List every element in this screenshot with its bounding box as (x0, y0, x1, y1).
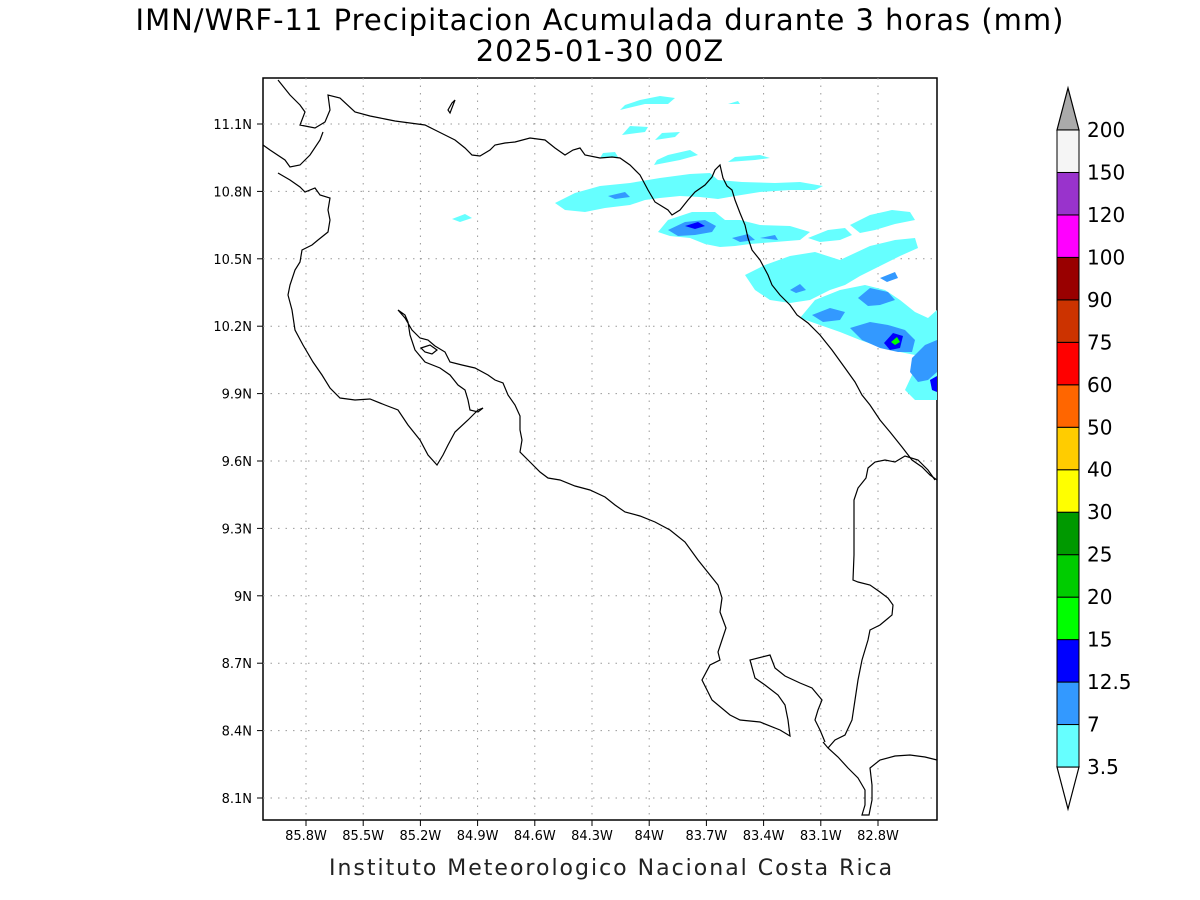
lon-tick-label: 84.9W (457, 829, 499, 844)
colorbar-over-triangle (1056, 85, 1080, 131)
colorbar-under-triangle (1056, 766, 1080, 812)
colorbar-label: 120 (1087, 203, 1125, 227)
lon-tick-label: 85.2W (399, 829, 441, 844)
colorbar-label: 3.5 (1087, 755, 1119, 779)
lon-tick-label: 83.4W (743, 829, 785, 844)
lon-tick-label: 83.1W (800, 829, 842, 844)
colorbar-label: 25 (1087, 543, 1112, 567)
lat-tick-label: 10.5N (213, 253, 252, 268)
lon-tick-label: 85.5W (342, 829, 384, 844)
map-title: IMN/WRF-11 Precipitacion Acumulada duran… (135, 3, 1065, 37)
colorbar-swatch (1056, 171, 1080, 216)
colorbar-label: 12.5 (1087, 670, 1132, 694)
colorbar-swatch (1056, 511, 1080, 556)
colorbar-label: 100 (1087, 245, 1125, 269)
colorbar-swatch (1056, 256, 1080, 301)
lon-tick-label: 84W (634, 829, 664, 844)
colorbar-label: 150 (1087, 160, 1125, 184)
lat-tick-label: 9N (234, 590, 252, 605)
colorbar-swatch (1056, 469, 1080, 513)
colorbar-label: 75 (1087, 330, 1112, 354)
colorbar-swatch (1056, 724, 1080, 768)
colorbar-swatch (1056, 129, 1080, 173)
colorbar-label: 7 (1087, 713, 1100, 737)
colorbar-label: 20 (1087, 585, 1112, 609)
colorbar-label: 30 (1087, 500, 1112, 524)
coastline (262, 79, 938, 816)
lon-tick-label: 82.8W (857, 829, 899, 844)
colorbar-label: 90 (1087, 288, 1112, 312)
lat-tick-label: 8.1N (222, 792, 252, 807)
lat-tick-label: 8.4N (222, 725, 252, 740)
colorbar-swatch (1056, 639, 1080, 683)
lat-tick-label: 9.3N (222, 522, 252, 537)
colorbar-label: 200 (1087, 118, 1125, 142)
colorbar-swatch (1056, 596, 1080, 641)
lat-tick-label: 8.7N (222, 657, 252, 672)
latitude-labels: 11.1N 10.8N 10.5N 10.2N 9.9N 9.6N 9.3N 9N 8.7N 8.… (213, 118, 263, 807)
colorbar-swatch (1056, 214, 1080, 258)
colorbar-swatch (1056, 681, 1080, 726)
lat-tick-label: 9.9N (222, 388, 252, 403)
colorbar: 3.5 7 12.5 15 20 25 30 40 50 60 75 90 100 120 150 200 (1056, 85, 1132, 812)
colorbar-label: 50 (1087, 415, 1112, 439)
colorbar-swatch (1056, 426, 1080, 471)
institution-footer: Instituto Meteorologico Nacional Costa R… (329, 856, 895, 881)
lat-tick-label: 10.2N (213, 320, 252, 335)
colorbar-swatch (1056, 554, 1080, 598)
colorbar-label: 60 (1087, 373, 1112, 397)
lat-tick-label: 11.1N (213, 118, 252, 133)
lon-tick-label: 84.6W (514, 829, 556, 844)
lon-tick-label: 83.7W (685, 829, 727, 844)
colorbar-swatch (1056, 299, 1080, 343)
colorbar-label: 15 (1087, 628, 1112, 652)
lat-tick-label: 9.6N (222, 455, 252, 470)
precipitation-field (452, 96, 937, 400)
colorbar-label: 40 (1087, 458, 1112, 482)
colorbar-swatch (1056, 341, 1080, 386)
map-date: 2025-01-30 00Z (475, 34, 725, 68)
longitude-labels: 85.8W 85.5W 85.2W 84.9W 84.6W 84.3W 84W 83.7W 83… (285, 820, 899, 844)
lon-tick-label: 85.8W (285, 829, 327, 844)
lon-tick-label: 84.3W (571, 829, 613, 844)
lat-tick-label: 10.8N (213, 185, 252, 200)
colorbar-swatch (1056, 384, 1080, 428)
